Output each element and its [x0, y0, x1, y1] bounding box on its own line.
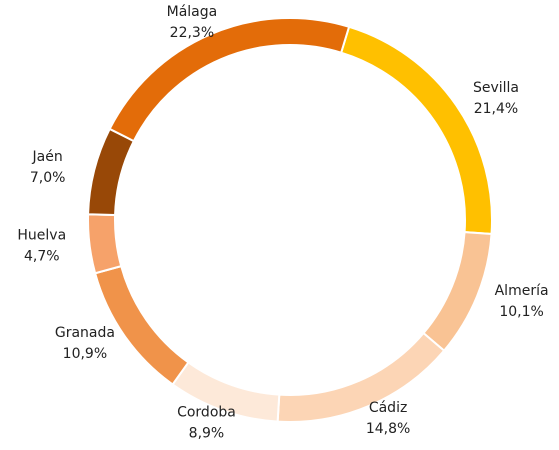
segment-label: Almería	[495, 283, 549, 299]
segment-label: Sevilla	[473, 80, 519, 96]
segment-value-label: 22,3%	[170, 25, 214, 41]
segment-value-label: 21,4%	[474, 101, 518, 117]
segment-value-label: 10,9%	[63, 346, 107, 362]
segment-label: Granada	[55, 325, 115, 341]
donut-segment	[422, 231, 493, 353]
segment-value-label: 10,1%	[499, 304, 543, 320]
segment-label: Cordoba	[177, 405, 236, 421]
donut-segment	[87, 127, 136, 217]
segment-label: Huelva	[17, 228, 66, 244]
segment-value-label: 4,7%	[24, 249, 60, 265]
segment-value-label: 14,8%	[366, 421, 410, 437]
donut-segment	[108, 17, 351, 143]
donut-segment	[339, 25, 493, 236]
segment-label: Jaén	[32, 149, 63, 165]
segment-label: Cádiz	[369, 400, 407, 416]
donut-segment	[87, 213, 123, 275]
segment-label: Málaga	[167, 4, 218, 20]
segment-value-label: 8,9%	[189, 426, 225, 442]
segment-value-label: 7,0%	[30, 170, 66, 186]
donut-segment	[276, 331, 446, 423]
